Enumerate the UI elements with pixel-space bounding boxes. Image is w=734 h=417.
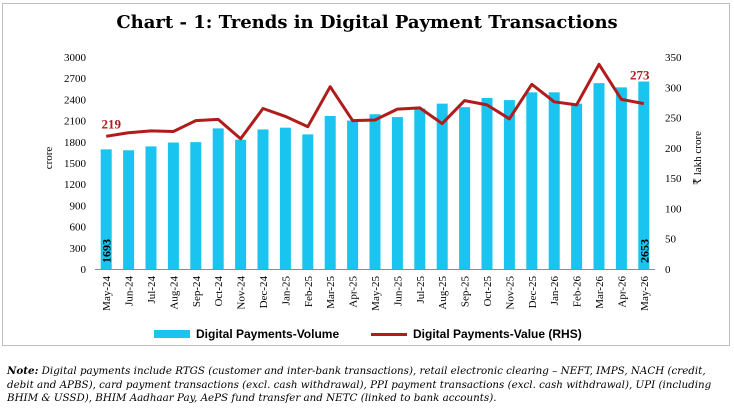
legend-value-label: Digital Payments-Value (RHS): [413, 327, 582, 341]
x-tick-label: Oct-24: [213, 276, 225, 307]
bar-volume: [481, 97, 493, 269]
bar-volume: [548, 92, 560, 269]
x-tick-label: Aug-25: [437, 276, 449, 310]
bar-volume: [190, 142, 202, 269]
x-tick-label: Apr-26: [616, 276, 628, 308]
legend-value: Digital Payments-Value (RHS): [371, 327, 582, 341]
bar-volume: [145, 146, 157, 269]
line-value: [105, 62, 645, 141]
y2-tick-label: 250: [665, 113, 682, 125]
y-tick-label: 3000: [64, 52, 87, 64]
x-tick-label: Nov-25: [504, 276, 516, 310]
bar-volume: [100, 149, 112, 269]
bar-volume: [615, 87, 627, 270]
x-tick-label: Jan-26: [549, 276, 561, 306]
bar-volume: [347, 120, 359, 269]
x-tick-label: May-26: [639, 276, 651, 311]
bar-volume: [638, 81, 650, 269]
x-tick-label: Mar-25: [325, 276, 337, 309]
note-text: Digital payments include RTGS (customer …: [7, 365, 712, 405]
bar-volume: [414, 108, 426, 269]
bar-volume: [526, 92, 538, 269]
x-tick-label: Oct-25: [482, 276, 494, 307]
x-tick-label: Jul-25: [415, 276, 427, 304]
y2-tick-label: 0: [665, 264, 671, 276]
legend-volume: Digital Payments-Volume: [154, 327, 339, 341]
x-tick-label: Jul-24: [146, 276, 158, 304]
y2-tick-label: 50: [665, 234, 677, 246]
line-data-label-last: 273: [630, 68, 650, 83]
y-axis-title: crore: [43, 147, 55, 170]
x-tick-label: Dec-25: [527, 276, 539, 309]
bar-volume: [391, 117, 403, 269]
x-tick-label: Jan-25: [280, 276, 292, 306]
chart-title: Chart - 1: Trends in Digital Payment Tra…: [116, 12, 618, 33]
y-tick-label: 2400: [64, 94, 87, 106]
x-tick-label: Feb-26: [572, 276, 584, 308]
y-tick-label: 600: [70, 222, 87, 234]
x-tick-label: Aug-24: [168, 276, 180, 310]
bar-volume: [503, 100, 515, 270]
y-tick-label: 2700: [64, 73, 87, 85]
y-tick-label: 0: [81, 264, 87, 276]
y-tick-label: 1800: [64, 137, 87, 149]
y2-tick-label: 100: [665, 203, 682, 215]
y-tick-label: 1200: [64, 179, 87, 191]
bar-volume: [593, 83, 605, 269]
y-tick-label: 300: [70, 243, 87, 255]
bar-volume: [167, 142, 179, 269]
line-data-label-first: 219: [101, 116, 121, 131]
y2-tick-label: 300: [665, 82, 682, 94]
y2-tick-label: 200: [665, 143, 682, 155]
x-tick-label: Nov-24: [236, 276, 248, 310]
chart-plot: 0 300 600 900 1200 1500 1800 2100 2400 2700 3000 0 5…: [43, 52, 704, 311]
legend-volume-swatch: [154, 330, 190, 338]
bar-volume: [212, 128, 224, 269]
bar-volume: [123, 150, 135, 269]
bar-volume: [235, 139, 247, 269]
x-tick-label: Dec-24: [258, 276, 270, 309]
y-tick-label: 1500: [64, 158, 87, 170]
bar-volume: [459, 107, 471, 269]
x-tick-label: Jun-25: [392, 276, 404, 306]
x-tick-label: May-24: [101, 276, 113, 311]
y2-axis-title: ₹ lakh crore: [692, 131, 704, 185]
legend-value-swatch: [371, 332, 407, 336]
bar-volume: [369, 114, 381, 270]
x-tick-label: May-25: [370, 276, 382, 311]
chart-frame: [2, 3, 730, 346]
footnote: Note: Digital payments include RTGS (cus…: [7, 365, 729, 406]
y2-tick-label: 150: [665, 173, 682, 185]
bar-data-label-last: 2653: [637, 239, 651, 263]
x-tick-label: Feb-25: [303, 276, 315, 308]
bar-volume: [324, 116, 336, 269]
legend-volume-label: Digital Payments-Volume: [196, 327, 340, 341]
x-tick-label: Sep-24: [191, 276, 203, 308]
x-tick-label: Mar-26: [594, 276, 606, 309]
bar-volume: [279, 127, 291, 270]
bar-volume: [302, 134, 314, 269]
note-label: Note:: [7, 365, 39, 377]
x-tick-label: Apr-25: [348, 276, 360, 308]
y-tick-label: 900: [70, 200, 87, 212]
y-tick-label: 2100: [64, 116, 87, 128]
bar-volume: [571, 103, 583, 269]
bar-volume: [257, 129, 269, 269]
bar-data-label-first: 1693: [100, 239, 114, 263]
x-tick-label: Jun-24: [124, 276, 136, 306]
y2-tick-label: 350: [665, 52, 682, 64]
x-tick-label: Sep-25: [460, 276, 472, 308]
bar-volume: [436, 103, 448, 269]
